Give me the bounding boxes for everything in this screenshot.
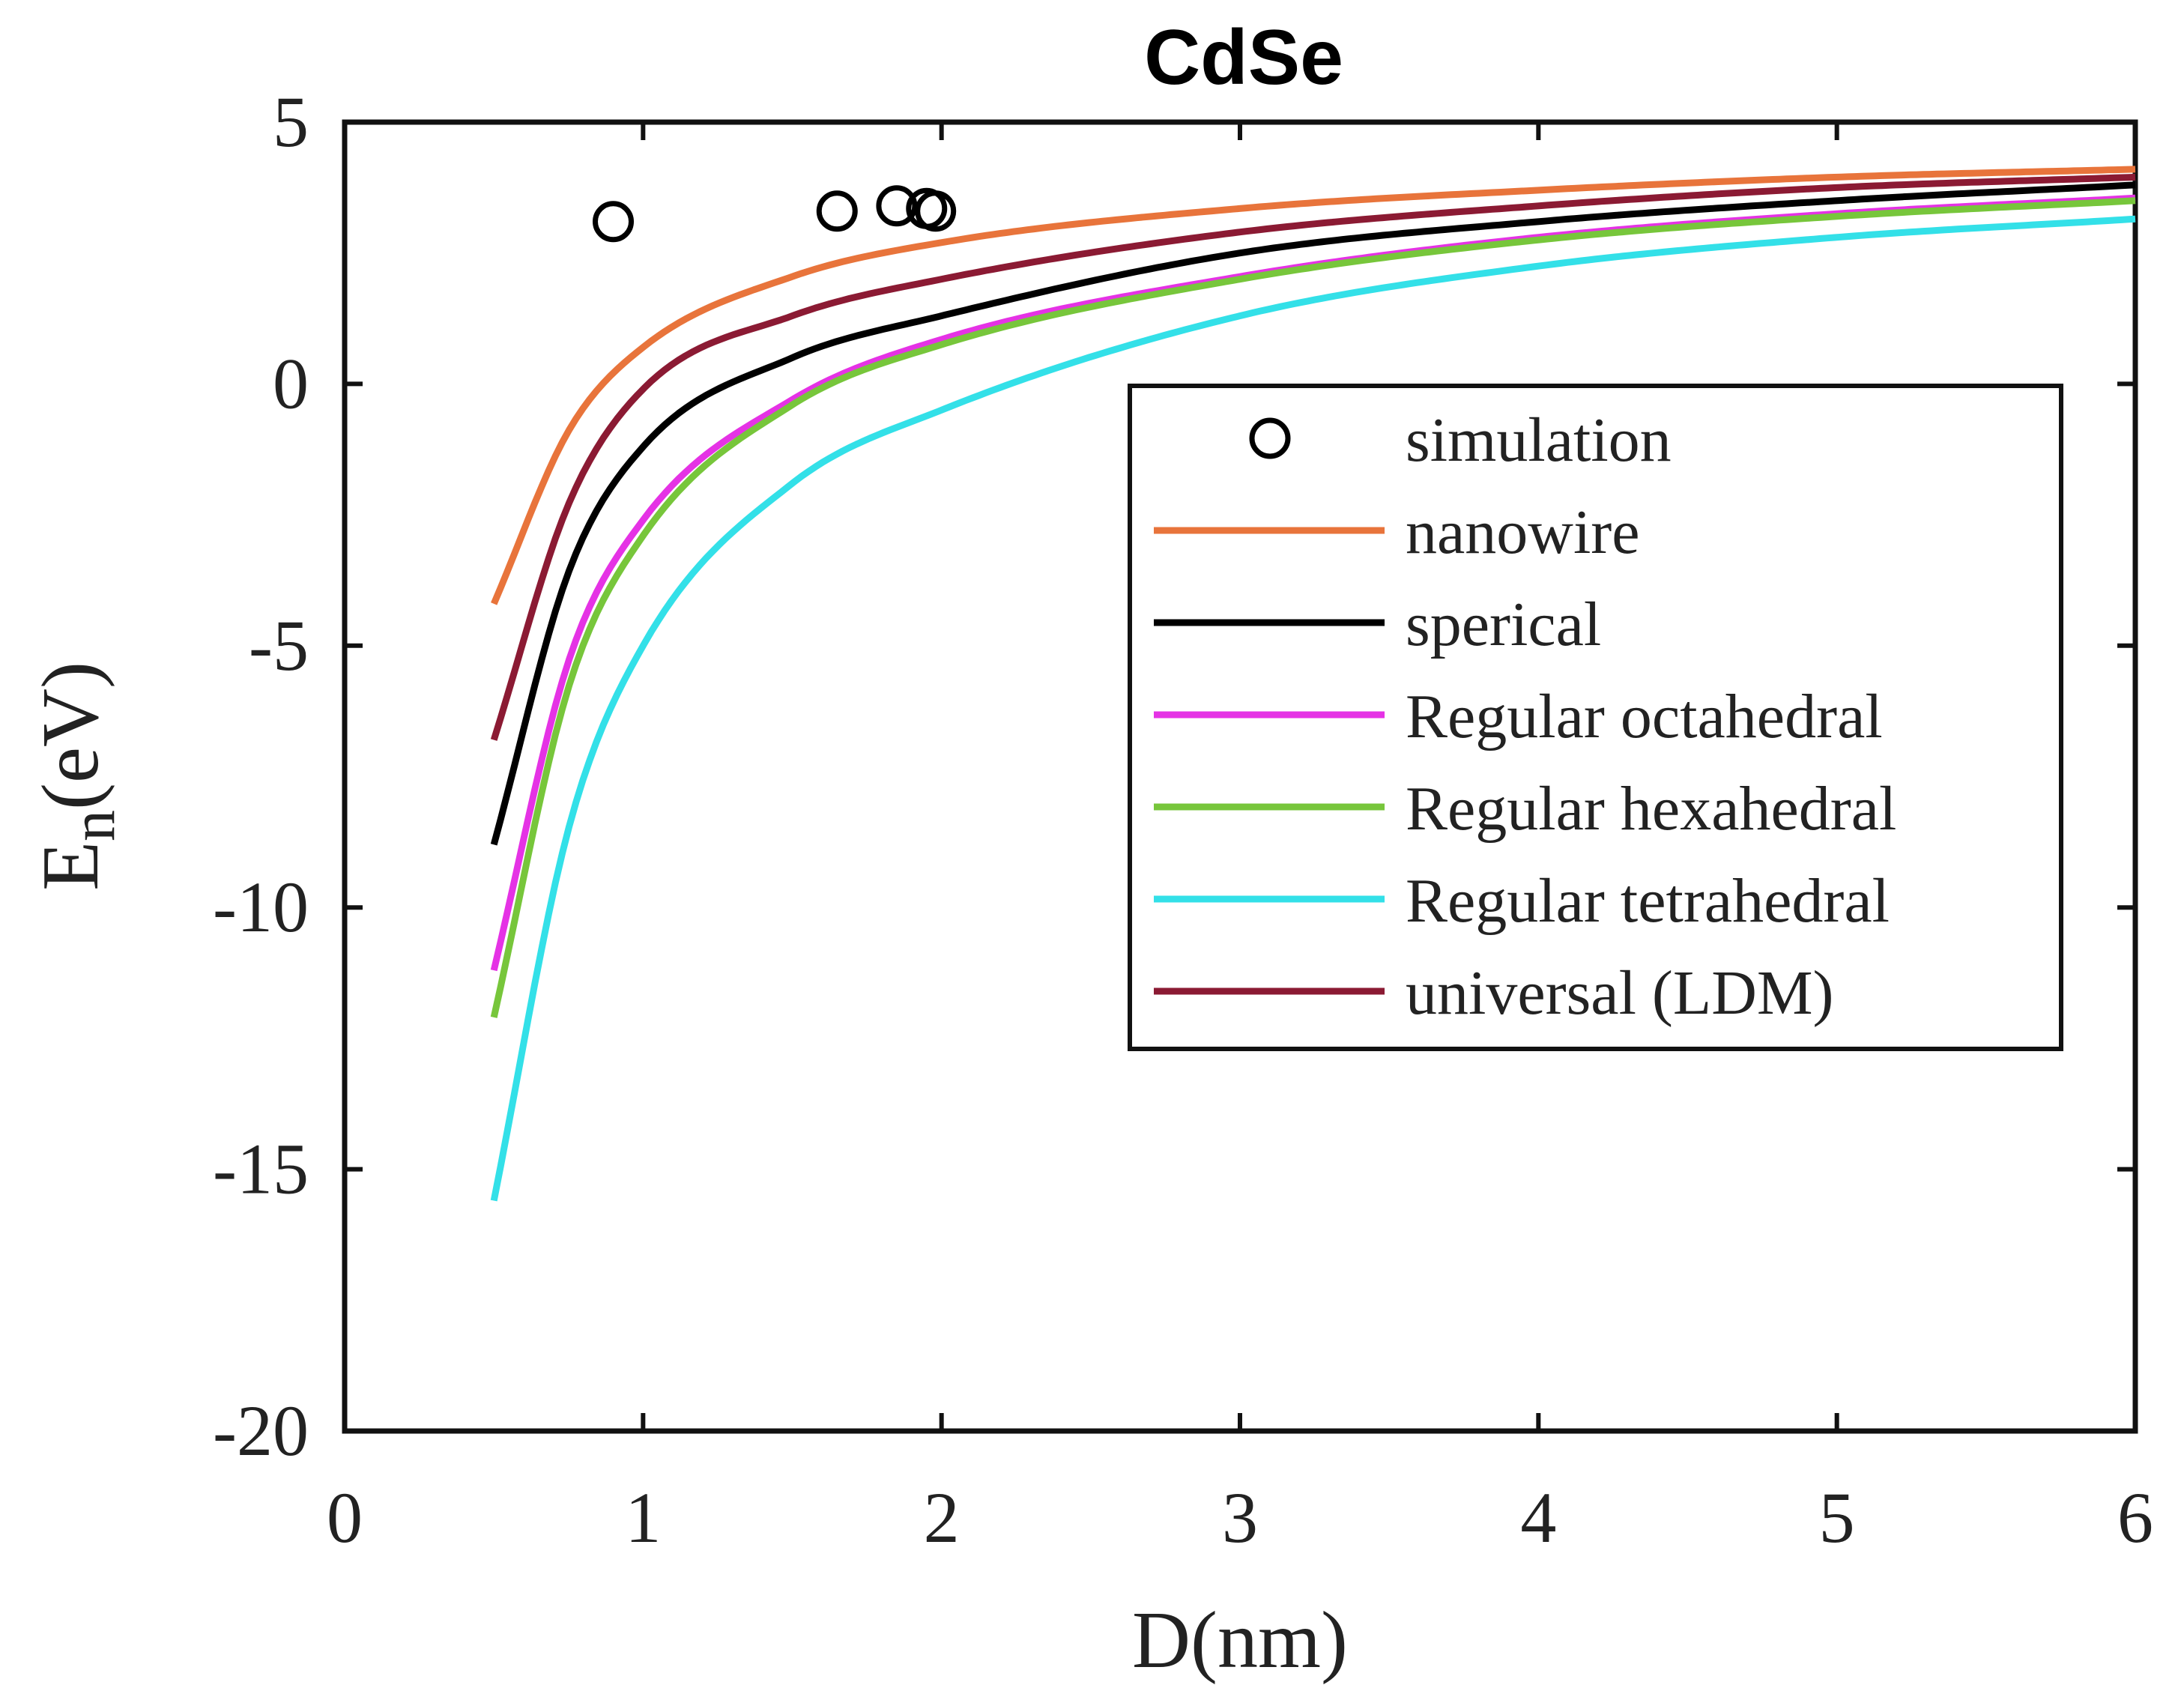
y-tick-label: -10: [213, 867, 309, 947]
series-line-universal-ldm: [490, 173, 2136, 741]
simulation-point: [876, 185, 918, 227]
simulation-point: [816, 190, 858, 232]
y-tick-label: -15: [213, 1129, 309, 1209]
x-tick-label: 6: [2117, 1477, 2153, 1558]
series-line-regular-hexahedral: [490, 197, 2136, 1018]
legend-items: simulation nanowire sperical Regular octahe…: [1154, 405, 1896, 1028]
series-line-nanowire: [491, 166, 2136, 605]
simulation-point: [593, 201, 634, 243]
legend-label-sperical: sperical: [1406, 590, 1601, 659]
y-axis-label: En(eV): [26, 662, 128, 891]
axis-ticks: [342, 120, 2138, 1433]
series-line-regular-tetrahedral: [490, 215, 2136, 1202]
legend-label-regular-octahedral: Regular octahedral: [1406, 682, 1883, 751]
legend-swatch-simulation: [1249, 417, 1291, 459]
y-tick-label: -5: [249, 605, 309, 686]
legend: simulation nanowire sperical Regular octahe…: [1128, 384, 2063, 1051]
x-tick-labels: 0 1 2 3 4 5 6: [327, 1477, 2153, 1558]
legend-label-regular-tetrahedral: Regular tetrahedral: [1406, 866, 1890, 936]
y-axis-label-main: E: [26, 841, 115, 891]
legend-label-universal-ldm: universal (LDM): [1406, 958, 1834, 1028]
y-axis-label-unit: (eV): [26, 662, 115, 810]
y-tick-labels: 5 0 -5 -10 -15 -20: [213, 82, 309, 1471]
x-tick-label: 0: [327, 1477, 363, 1558]
x-tick-label: 5: [1819, 1477, 1855, 1558]
y-tick-label: 0: [273, 343, 309, 423]
legend-label-simulation: simulation: [1406, 405, 1672, 475]
legend-label-regular-hexahedral: Regular hexahedral: [1406, 774, 1896, 844]
x-tick-label: 4: [1520, 1477, 1556, 1558]
x-tick-label: 3: [1222, 1477, 1258, 1558]
y-tick-label: -20: [213, 1391, 309, 1471]
simulation-markers: [593, 185, 957, 243]
series-line-sperical: [490, 181, 2136, 846]
x-tick-label: 2: [924, 1477, 960, 1558]
y-axis-label-sub: n: [58, 810, 128, 841]
legend-label-nanowire: nanowire: [1406, 497, 1640, 567]
y-tick-label: 5: [273, 82, 309, 162]
x-tick-label: 1: [625, 1477, 661, 1558]
simulation-point: [915, 190, 957, 232]
chart-title: CdSe: [1144, 14, 1343, 101]
series-lines: [490, 166, 2136, 1202]
x-axis-label: D(nm): [1132, 1596, 1348, 1685]
